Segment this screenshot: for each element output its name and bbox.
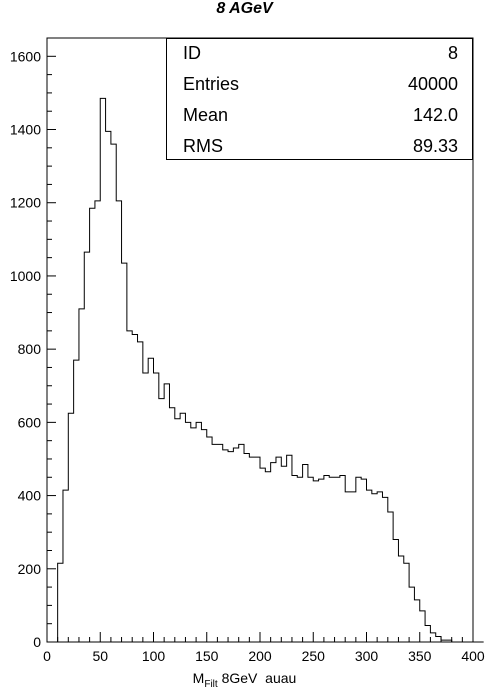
stat-row-rms: RMS 89.33 (167, 132, 472, 162)
x-tick-label: 150 (195, 648, 219, 664)
x-tick-label: 50 (92, 648, 108, 664)
x-tick-label: 400 (461, 648, 485, 664)
stat-label: Entries (183, 74, 240, 94)
stat-row-id: ID 8 (167, 39, 472, 69)
x-axis-label-rest: 8GeV auau (217, 670, 297, 686)
x-tick-label: 300 (355, 648, 379, 664)
x-tick-label: 350 (408, 648, 432, 664)
y-tick-label: 600 (18, 414, 42, 430)
stat-label: ID (183, 43, 201, 63)
x-axis: 0 50 100 150 200 250 300 350 400 (43, 632, 485, 664)
y-tick-label: 1600 (10, 48, 41, 64)
y-tick-label: 200 (18, 561, 42, 577)
stat-row-entries: Entries 40000 (167, 70, 472, 100)
x-axis-label-main: M (192, 670, 205, 686)
histogram-line (57, 97, 484, 643)
y-tick-label: 400 (18, 488, 42, 504)
stat-value: 142.0 (412, 105, 458, 125)
x-tick-label: 0 (43, 648, 51, 664)
y-tick-label: 0 (33, 634, 41, 650)
y-tick-label: 1400 (10, 122, 41, 138)
x-axis-label: MFilt 8GeV auau (0, 670, 489, 690)
chart-title: 8 AGeV (216, 0, 273, 17)
x-tick-label: 250 (302, 648, 326, 664)
y-tick-label: 1000 (10, 268, 41, 284)
stat-value: 8 (447, 43, 458, 63)
y-axis: 0 200 400 600 800 1000 1200 1400 1600 (10, 37, 56, 650)
stat-value: 40000 (407, 74, 458, 94)
y-tick-label: 800 (18, 341, 42, 357)
stats-box: ID 8 Entries 40000 Mean 142.0 RMS 89.33 (166, 38, 473, 160)
stat-row-mean: Mean 142.0 (167, 101, 472, 131)
x-axis-label-sub: Filt (204, 678, 218, 690)
x-tick-label: 200 (248, 648, 272, 664)
y-tick-label: 1200 (10, 195, 41, 211)
stat-label: Mean (183, 105, 229, 125)
stat-value: 89.33 (412, 136, 458, 156)
x-tick-label: 100 (142, 648, 166, 664)
stat-label: RMS (183, 136, 223, 156)
